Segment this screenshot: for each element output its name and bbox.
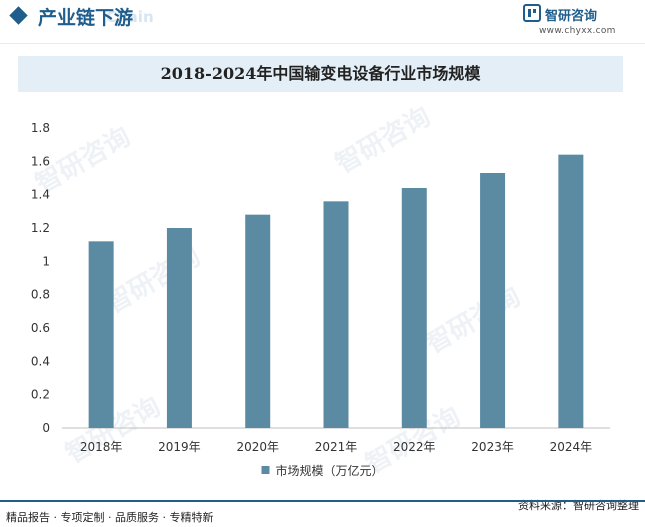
y-tick-label: 0.6: [31, 321, 50, 335]
logo-icon: [523, 4, 541, 22]
source-note: 资料来源：智研咨询整理: [518, 499, 639, 512]
bar: [88, 241, 114, 428]
x-tick-label: 2021年: [315, 440, 358, 454]
x-tick-label: 2024年: [550, 440, 593, 454]
logo-url: www.chyxx.com: [539, 26, 616, 36]
y-tick-label: 0: [42, 421, 50, 435]
footer-divider: [0, 500, 645, 502]
legend-swatch: [261, 466, 270, 474]
y-tick-label: 1.8: [31, 121, 50, 135]
x-tick-label: 2019年: [158, 440, 201, 454]
bar: [245, 214, 271, 428]
bar: [480, 173, 506, 428]
y-tick-label: 1.2: [31, 221, 50, 235]
bar-chart: 0 0.2 0.4 0.6 0.8 1 1.2 1.4 1.6 1.8 2018年 2019年 2020…: [31, 121, 610, 478]
x-tick-label: 2023年: [471, 440, 514, 454]
y-tick-label: 1: [42, 254, 50, 268]
x-tick-label: 2022年: [393, 440, 436, 454]
header-divider: [0, 43, 645, 44]
y-tick-label: 1.4: [31, 188, 50, 202]
chart-title: 2018-2024年中国输变电设备行业市场规模: [18, 56, 623, 92]
section-title: 产业链下游: [38, 7, 134, 29]
bar: [401, 188, 427, 428]
y-tick-label: 0.2: [31, 388, 50, 402]
section-title-en: Chain: [106, 8, 154, 26]
y-tick-label: 1.6: [31, 154, 50, 168]
bar: [323, 201, 349, 428]
bar: [558, 154, 584, 428]
brand-logo: 智研咨询 www.chyxx.com: [523, 3, 633, 39]
x-tick-label: 2020年: [236, 440, 279, 454]
x-tick-label: 2018年: [80, 440, 123, 454]
logo-name: 智研咨询: [545, 9, 598, 24]
legend-label: 市场规模（万亿元）: [276, 463, 384, 478]
y-tick-label: 0.4: [31, 354, 50, 368]
header: Chain 产业链下游 智研咨询 www.chyxx.com: [0, 0, 645, 44]
footer-slogan: 精品报告 · 专项定制 · 品质服务 · 专精特新: [6, 511, 214, 524]
diamond-icon: [9, 6, 28, 25]
y-tick-label: 0.8: [31, 288, 50, 302]
bar: [166, 228, 192, 428]
